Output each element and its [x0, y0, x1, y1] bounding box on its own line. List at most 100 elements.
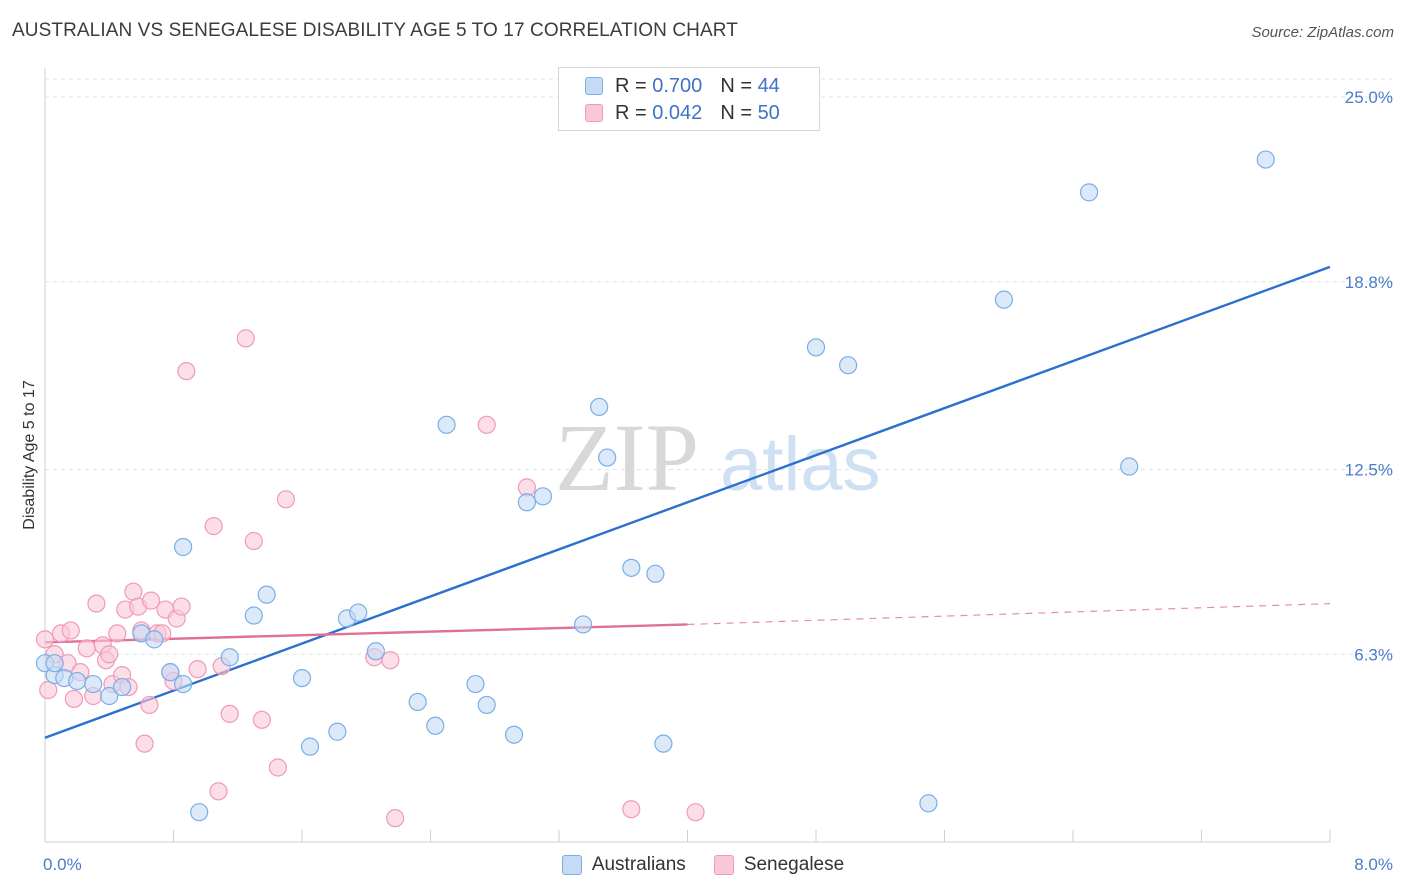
legend-row-senegalese: R = 0.042 N = 50: [585, 101, 780, 125]
series-legend: Australians Senegalese: [0, 852, 1406, 878]
legend-row-australians: R = 0.700 N = 44: [585, 74, 780, 98]
point-senegalese: [220, 704, 239, 723]
series-swatch-australians: [561, 855, 582, 875]
tick-labels: 6.3% 12.5% 18.8% 25.0% 0.0% 8.0%: [43, 88, 1393, 874]
series-name-australians: Australians: [591, 854, 686, 875]
point-senegalese: [381, 651, 400, 670]
point-senegalese: [477, 415, 496, 434]
series-legend-senegalese[interactable]: Senegalese: [713, 854, 845, 876]
point-australians: [161, 663, 180, 682]
point-senegalese: [35, 630, 55, 649]
point-australians: [598, 448, 617, 467]
point-senegalese: [177, 362, 196, 381]
grid-lines: [45, 78, 1392, 655]
point-australians: [45, 654, 64, 673]
point-australians: [654, 734, 673, 753]
point-australians: [68, 671, 87, 691]
point-senegalese: [77, 639, 96, 658]
point-australians: [84, 674, 103, 694]
point-australians: [806, 338, 826, 357]
point-senegalese: [276, 490, 296, 509]
point-senegalese: [622, 800, 641, 819]
point-australians: [646, 564, 665, 583]
point-senegalese: [252, 710, 271, 729]
point-australians: [477, 695, 496, 715]
point-australians: [300, 737, 320, 756]
axes: [44, 68, 1331, 843]
point-senegalese: [141, 591, 161, 610]
point-australians: [328, 722, 347, 741]
point-senegalese: [386, 809, 405, 828]
point-australians: [1256, 150, 1275, 169]
y-tick-label: 25.0%: [1345, 88, 1393, 107]
point-australians: [426, 716, 445, 735]
legend-r-value: 0.042: [652, 101, 703, 124]
point-senegalese: [64, 689, 84, 709]
point-senegalese: [100, 645, 119, 664]
point-australians: [220, 648, 239, 667]
point-senegalese: [209, 782, 228, 801]
y-tick-label: 18.8%: [1345, 273, 1393, 292]
point-australians: [517, 493, 536, 512]
point-australians: [408, 692, 427, 712]
legend-r-value: 0.700: [652, 74, 703, 97]
point-australians: [466, 674, 485, 694]
series-swatch-senegalese: [713, 855, 734, 875]
legend-swatch-australians: [585, 77, 603, 95]
series-legend-australians[interactable]: Australians: [561, 854, 686, 876]
y-tick-label: 6.3%: [1354, 645, 1393, 664]
point-australians: [257, 585, 276, 604]
point-australians: [174, 674, 193, 694]
legend-n-value: 50: [757, 101, 780, 124]
point-senegalese: [135, 734, 154, 753]
point-senegalese: [172, 597, 191, 616]
point-australians: [590, 397, 609, 417]
point-australians: [994, 290, 1014, 309]
point-australians: [349, 603, 368, 622]
legend: R = 0.700 N = 44 R = 0.042 N = 50: [558, 67, 820, 131]
y-tick-label: 12.5%: [1345, 461, 1393, 480]
point-australians: [112, 677, 132, 697]
point-australians: [1079, 183, 1099, 202]
point-australians: [622, 558, 641, 577]
point-senegalese: [236, 329, 255, 348]
point-australians: [292, 668, 312, 688]
watermark: ZIP atlas: [555, 404, 881, 511]
series-name-senegalese: Senegalese: [743, 854, 845, 875]
point-senegalese: [244, 531, 263, 551]
point-australians: [100, 686, 119, 706]
point-australians: [1120, 457, 1139, 476]
point-senegalese: [268, 758, 288, 777]
point-senegalese: [87, 594, 106, 613]
point-australians: [190, 803, 209, 822]
watermark-atlas: atlas: [720, 422, 881, 507]
x-tick-label-min: 0.0%: [43, 855, 82, 874]
data-points: [35, 150, 1275, 828]
trend-line-australians: [44, 265, 1331, 739]
point-australians: [573, 615, 593, 634]
chart-title: AUSTRALIAN VS SENEGALESE DISABILITY AGE …: [12, 20, 738, 41]
y-axis-label: Disability Age 5 to 17: [21, 380, 38, 530]
point-australians: [533, 487, 553, 506]
legend-n-label: N =: [720, 101, 752, 124]
point-senegalese: [140, 695, 159, 715]
legend-n-value: 44: [757, 74, 780, 97]
chart-source: Source: ZipAtlas.com: [1251, 24, 1394, 41]
point-senegalese: [108, 624, 127, 643]
legend-n-label: N =: [720, 74, 752, 97]
point-senegalese: [204, 517, 223, 536]
point-senegalese: [61, 621, 80, 640]
point-australians: [839, 356, 858, 375]
point-australians: [919, 794, 938, 813]
legend-swatch-senegalese: [585, 104, 603, 122]
point-australians: [145, 630, 164, 649]
point-australians: [174, 537, 193, 557]
point-australians: [244, 606, 263, 625]
trend-line-extension-senegalese: [687, 603, 1331, 626]
legend-r-label: R =: [615, 101, 647, 124]
point-australians: [366, 642, 385, 661]
point-australians: [437, 415, 456, 434]
point-australians: [504, 725, 524, 744]
x-tick-label-max: 8.0%: [1354, 855, 1393, 874]
